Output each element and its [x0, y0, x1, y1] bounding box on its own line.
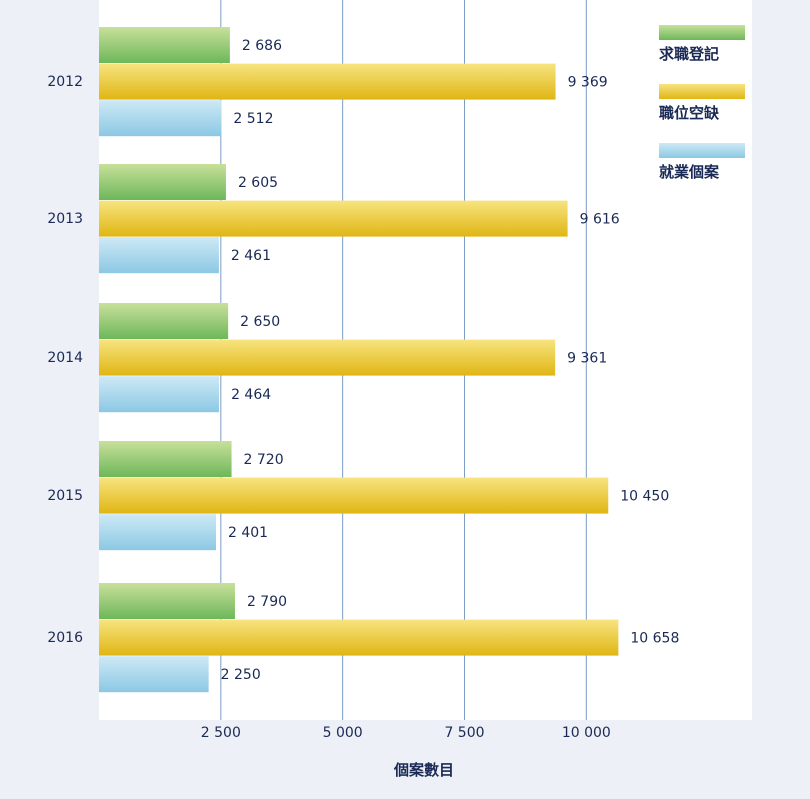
bar — [99, 63, 556, 100]
bar — [99, 100, 222, 137]
legend-label: 職位空缺 — [659, 104, 720, 122]
value-label: 10 450 — [620, 489, 669, 505]
category-label: 2012 — [47, 74, 83, 90]
bar — [99, 656, 209, 693]
value-label: 2 720 — [244, 452, 284, 468]
bar — [99, 514, 217, 551]
value-label: 2 250 — [221, 667, 261, 683]
value-label: 9 616 — [580, 212, 620, 228]
bar — [99, 237, 219, 274]
bars — [99, 27, 619, 693]
bar — [99, 303, 229, 339]
x-axis-title: 個案數目 — [393, 761, 454, 779]
category-label: 2016 — [47, 630, 83, 646]
value-label: 2 790 — [247, 594, 287, 610]
value-label: 2 605 — [238, 175, 278, 191]
legend-label: 就業個案 — [659, 163, 720, 181]
value-labels: 2 686 9 369 2 512 2 605 9 616 2 461 2 650 9 361… — [221, 38, 680, 683]
value-label: 10 658 — [630, 631, 679, 647]
value-label: 2 401 — [228, 525, 268, 541]
x-tick-label: 2 500 — [201, 725, 241, 741]
value-label: 2 650 — [240, 314, 280, 330]
category-label: 2014 — [47, 350, 83, 366]
value-label: 9 369 — [568, 75, 608, 91]
value-label: 2 512 — [233, 111, 273, 127]
x-tick-label: 7 500 — [444, 725, 484, 741]
bar — [99, 164, 226, 200]
category-label: 2015 — [47, 488, 83, 504]
x-tick-label: 10 000 — [562, 725, 611, 741]
value-label: 9 361 — [567, 351, 607, 367]
bar — [99, 27, 230, 63]
bar — [99, 339, 556, 376]
x-tick-label: 5 000 — [323, 725, 363, 741]
value-label: 2 686 — [242, 38, 282, 54]
x-tick-labels: 2 500 5 000 7 500 10 000 — [201, 725, 611, 741]
category-label: 2013 — [47, 211, 83, 227]
category-labels: 2012 2013 2014 2015 2016 — [47, 74, 83, 646]
legend-swatch — [659, 143, 745, 158]
bar — [99, 200, 568, 237]
legend-label: 求職登記 — [659, 45, 719, 63]
legend-swatch — [659, 25, 745, 40]
value-label: 2 464 — [231, 387, 271, 403]
bar — [99, 619, 619, 656]
bar — [99, 376, 220, 413]
bar — [99, 583, 235, 619]
bar — [99, 441, 232, 477]
bar — [99, 477, 609, 514]
value-label: 2 461 — [231, 248, 271, 264]
legend-swatch — [659, 84, 745, 99]
